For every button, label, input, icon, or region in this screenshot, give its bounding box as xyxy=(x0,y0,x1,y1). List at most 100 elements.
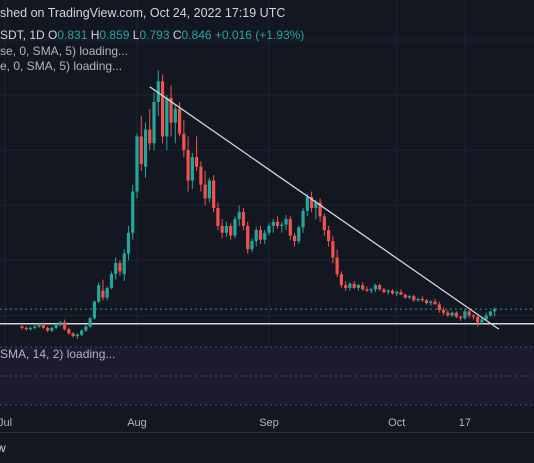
candle-body xyxy=(50,327,54,331)
candle-body xyxy=(454,312,458,317)
candle-body xyxy=(335,257,339,275)
candle-body xyxy=(459,316,463,319)
candle-body xyxy=(241,212,246,226)
candle-body xyxy=(190,157,194,181)
candle-body xyxy=(331,241,335,258)
candle-body xyxy=(344,285,348,288)
candle-body xyxy=(71,333,75,337)
candle-body xyxy=(437,304,441,310)
low-label: L xyxy=(132,28,140,42)
candle-body xyxy=(63,322,67,330)
candle-body xyxy=(424,300,429,304)
candle-body xyxy=(420,298,424,301)
descending-trendline xyxy=(149,86,500,330)
candle-body xyxy=(101,290,105,298)
candle-body xyxy=(41,325,45,328)
candle-body xyxy=(390,290,395,294)
candle-body xyxy=(429,301,433,304)
candle-body xyxy=(118,263,122,272)
candle-body xyxy=(369,289,373,291)
candle-body xyxy=(220,225,224,233)
change-value: +0.016 (+1.93%) xyxy=(214,28,305,42)
candle-body xyxy=(488,311,493,316)
candle-body xyxy=(395,292,399,294)
candle-body xyxy=(471,315,475,317)
candle-body xyxy=(135,136,139,192)
candle-body xyxy=(356,285,361,288)
candle-body xyxy=(54,325,58,328)
candle-body xyxy=(177,108,182,134)
low-value: 0.793 xyxy=(139,28,170,42)
candle-body xyxy=(314,202,318,209)
candle-body xyxy=(199,166,203,185)
candle-body xyxy=(292,235,297,242)
candle-body xyxy=(195,157,199,167)
candle-body xyxy=(386,290,390,293)
candle-body xyxy=(361,285,365,290)
candle-body xyxy=(24,327,28,330)
candle-body xyxy=(271,221,275,226)
candle-body xyxy=(348,283,352,288)
candle-body xyxy=(275,221,280,226)
candle-body xyxy=(45,327,50,331)
candle-body xyxy=(258,230,263,240)
candle-body xyxy=(476,316,480,323)
candle-body xyxy=(339,274,343,286)
ohlc-legend: SDT, 1D O0.831 H0.859 L0.793 C0.846 +0.0… xyxy=(0,28,304,42)
candle-body xyxy=(114,263,118,275)
candle-body xyxy=(156,81,160,102)
published-info: shed on TradingView.com, Oct 24, 2022 17… xyxy=(0,6,286,20)
candle-body xyxy=(433,301,437,305)
candle-body xyxy=(365,289,369,291)
oscillator-legend[interactable]: SMA, 14, 2) loading... xyxy=(0,347,116,361)
candle-body xyxy=(318,202,322,217)
candle-body xyxy=(237,212,241,220)
candle-body xyxy=(322,216,326,231)
candle-body xyxy=(441,309,446,313)
candle-body xyxy=(373,285,378,290)
candle-body xyxy=(143,129,148,167)
candle-body xyxy=(186,150,190,181)
candle-body xyxy=(484,315,488,320)
candle-body xyxy=(403,294,407,298)
candle-body xyxy=(416,298,420,301)
candle-body xyxy=(131,191,135,233)
candle-body xyxy=(288,219,292,236)
candle-body xyxy=(169,97,173,123)
candle-body xyxy=(327,230,331,242)
x-tick-label: 17 xyxy=(458,417,471,429)
candle-body xyxy=(33,326,37,328)
candle-body xyxy=(152,101,156,144)
candle-body xyxy=(37,325,41,327)
candle-body xyxy=(88,318,92,327)
candle-body xyxy=(207,180,211,199)
open-value: 0.831 xyxy=(57,28,88,42)
candle-body xyxy=(97,285,101,302)
indicator-legend-1[interactable]: se, 0, SMA, 5) loading... xyxy=(0,44,129,58)
x-tick-label: Aug xyxy=(127,417,147,429)
candle-body xyxy=(254,230,258,242)
close-value: 0.846 xyxy=(181,28,212,42)
x-tick-label: Sep xyxy=(259,417,279,429)
candle-body xyxy=(58,322,62,326)
candle-body xyxy=(148,129,152,144)
candle-body xyxy=(224,225,229,233)
indicator-legend-2[interactable]: e, 0, SMA, 5) loading... xyxy=(0,59,123,73)
candle-body xyxy=(493,309,497,312)
candle-body xyxy=(165,97,169,137)
candle-body xyxy=(139,136,143,164)
candle-body xyxy=(229,225,233,236)
candle-body xyxy=(450,312,454,316)
candle-body xyxy=(378,285,382,290)
candle-body xyxy=(80,330,84,335)
candle-body xyxy=(28,327,33,330)
high-value: 0.859 xyxy=(99,28,130,42)
candle-body xyxy=(399,292,403,295)
candle-body xyxy=(20,326,24,328)
candle-body xyxy=(105,287,109,298)
x-tick-label: Jul xyxy=(0,417,13,429)
oscillator-pane xyxy=(0,346,534,406)
bottom-toolbar-label[interactable]: w xyxy=(0,441,6,455)
candle-body xyxy=(212,180,216,209)
